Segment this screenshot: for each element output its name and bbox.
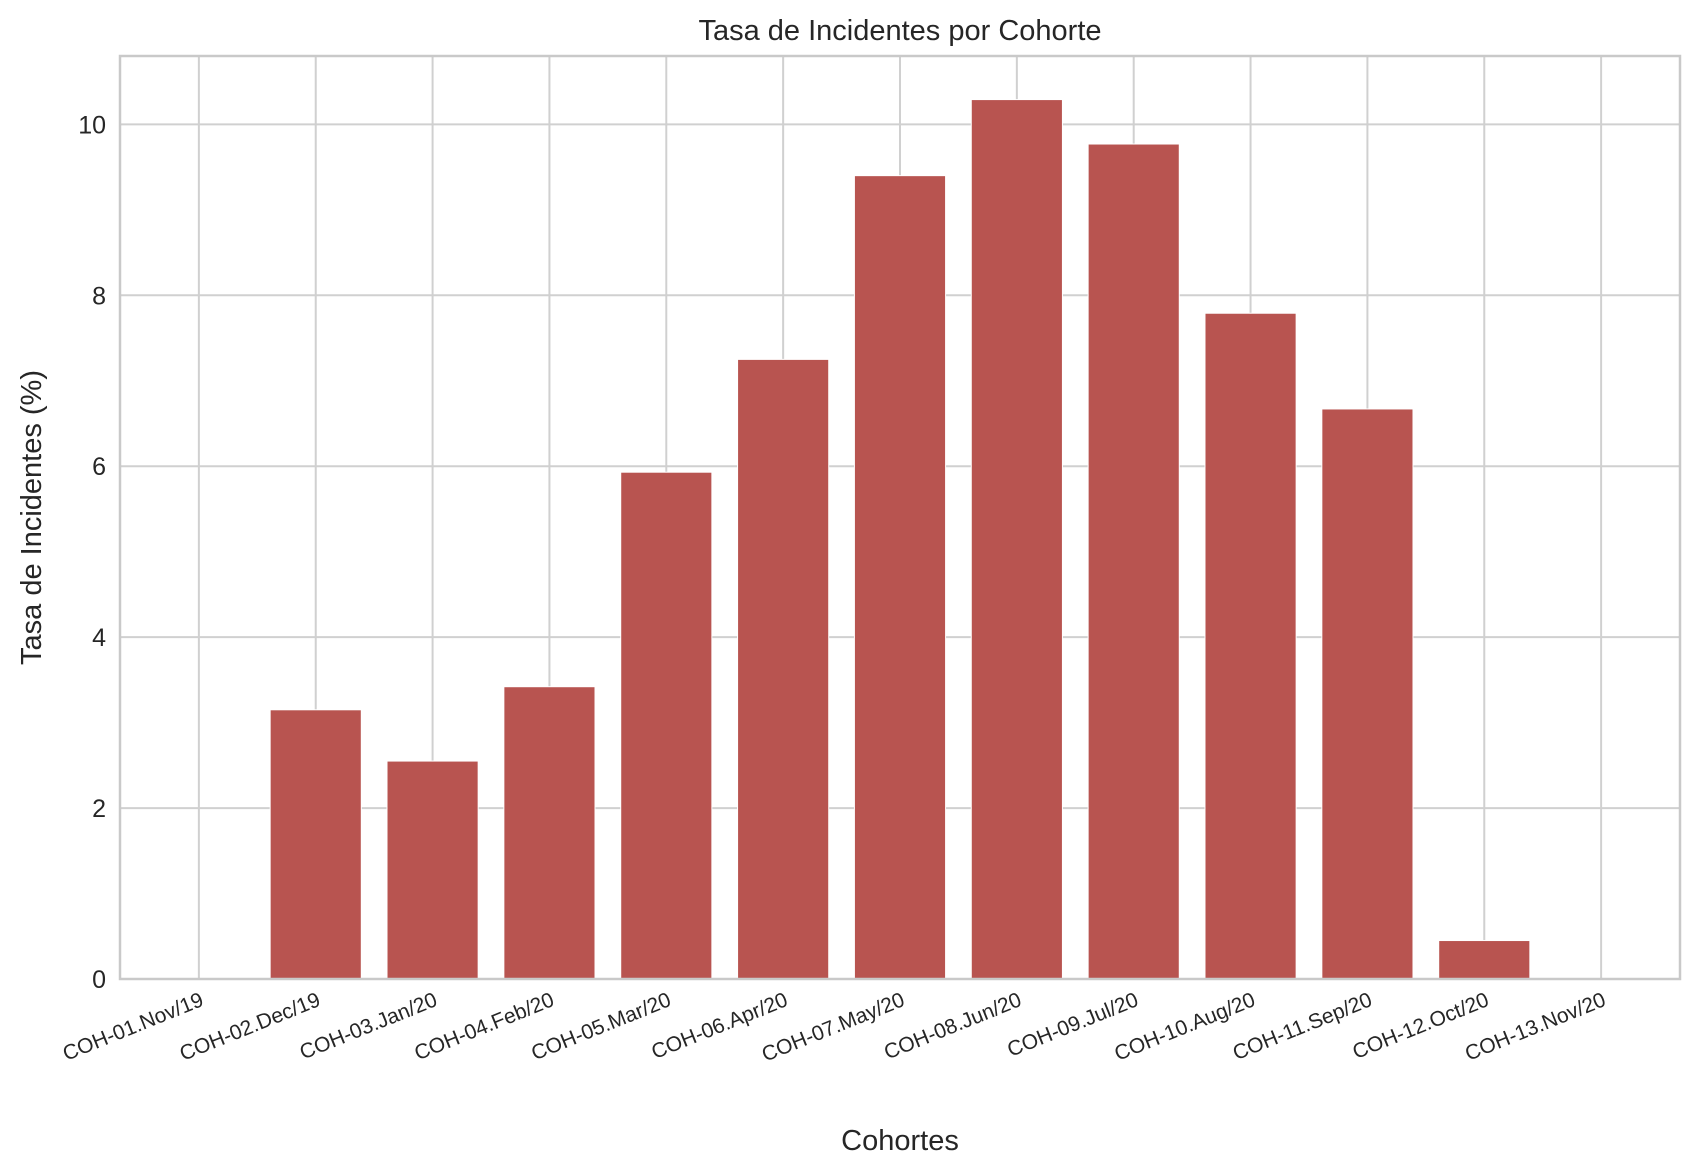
y-axis-label: Tasa de Incidentes (%)	[16, 370, 48, 665]
plot-frame	[118, 54, 1682, 981]
bar-COH-08.Jun/20	[970, 99, 1063, 980]
y-tick-labels: 0 2 4 6 8 10	[78, 111, 106, 994]
y-tick-label: 8	[92, 282, 106, 310]
y-tick-label: 10	[78, 111, 106, 139]
y-tick-label: 0	[92, 966, 106, 994]
chart-title: Tasa de Incidentes por Cohorte	[698, 15, 1101, 47]
bar-COH-05.Mar/20	[620, 471, 713, 980]
bar-COH-10.Aug/20	[1204, 312, 1297, 980]
bar-COH-09.Jul/20	[1087, 143, 1180, 980]
bar-COH-07.May/20	[853, 175, 947, 980]
y-tick-label: 6	[92, 453, 106, 481]
bar-COH-06.Apr/20	[737, 358, 830, 980]
bar-COH-02.Dec/19	[269, 709, 362, 980]
bar-COH-11.Sep/20	[1321, 408, 1414, 980]
bar-COH-03.Jan/20	[386, 760, 479, 980]
y-tick-label: 2	[92, 795, 106, 823]
bar-COH-12.Oct/20	[1438, 940, 1531, 980]
bars	[269, 99, 1531, 980]
x-tick-labels: COH-01.Nov/19COH-02.Dec/19COH-03.Jan/20C…	[60, 988, 1609, 1066]
y-tick-label: 4	[92, 624, 106, 652]
x-axis-label: Cohortes	[841, 1125, 959, 1157]
bar-COH-04.Feb/20	[503, 686, 596, 980]
